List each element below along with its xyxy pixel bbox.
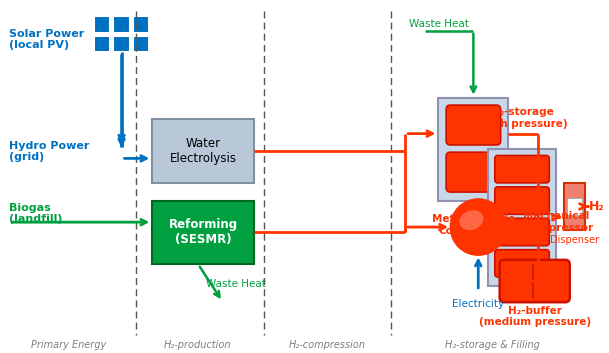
Text: H₂: H₂: [589, 200, 605, 213]
Text: Solar Power
(local PV): Solar Power (local PV): [9, 29, 85, 50]
FancyBboxPatch shape: [495, 218, 549, 246]
Text: Reforming
(SESMR): Reforming (SESMR): [169, 219, 238, 246]
FancyBboxPatch shape: [495, 187, 549, 214]
FancyBboxPatch shape: [502, 219, 514, 235]
FancyBboxPatch shape: [152, 119, 255, 183]
Circle shape: [451, 199, 505, 255]
Text: H₂-compression: H₂-compression: [289, 340, 366, 350]
Text: H₂-storage
(high pressure): H₂-storage (high pressure): [477, 107, 568, 129]
Text: Metal Hydride
Compressor: Metal Hydride Compressor: [432, 214, 515, 236]
Text: Dispenser: Dispenser: [550, 235, 599, 245]
FancyBboxPatch shape: [152, 201, 255, 264]
Text: Waste Heat: Waste Heat: [206, 279, 266, 289]
Bar: [133, 36, 149, 52]
FancyBboxPatch shape: [495, 250, 549, 277]
FancyBboxPatch shape: [567, 198, 582, 215]
Text: Primary Energy: Primary Energy: [31, 340, 106, 350]
FancyBboxPatch shape: [446, 152, 501, 192]
FancyBboxPatch shape: [495, 155, 549, 183]
FancyBboxPatch shape: [446, 105, 501, 145]
Text: Water
Electrolysis: Water Electrolysis: [170, 137, 237, 165]
Text: Waste Heat: Waste Heat: [409, 19, 468, 29]
Bar: [113, 16, 130, 33]
Text: H₂-storage & Filling: H₂-storage & Filling: [445, 340, 540, 350]
FancyBboxPatch shape: [564, 183, 585, 230]
Text: Biogas
(landfill): Biogas (landfill): [9, 203, 63, 224]
Bar: [94, 36, 110, 52]
Bar: [133, 16, 149, 33]
Text: Mechanical
Compressor: Mechanical Compressor: [523, 211, 593, 233]
FancyBboxPatch shape: [488, 149, 556, 286]
Text: Hydro Power
(grid): Hydro Power (grid): [9, 141, 90, 162]
Text: H₂-production: H₂-production: [164, 340, 231, 350]
FancyBboxPatch shape: [438, 97, 509, 201]
FancyBboxPatch shape: [499, 260, 570, 302]
Text: H₂-buffer
(medium pressure): H₂-buffer (medium pressure): [479, 306, 591, 327]
Bar: [113, 36, 130, 52]
Ellipse shape: [459, 210, 484, 230]
Bar: [94, 16, 110, 33]
Text: Electricity: Electricity: [452, 299, 504, 309]
